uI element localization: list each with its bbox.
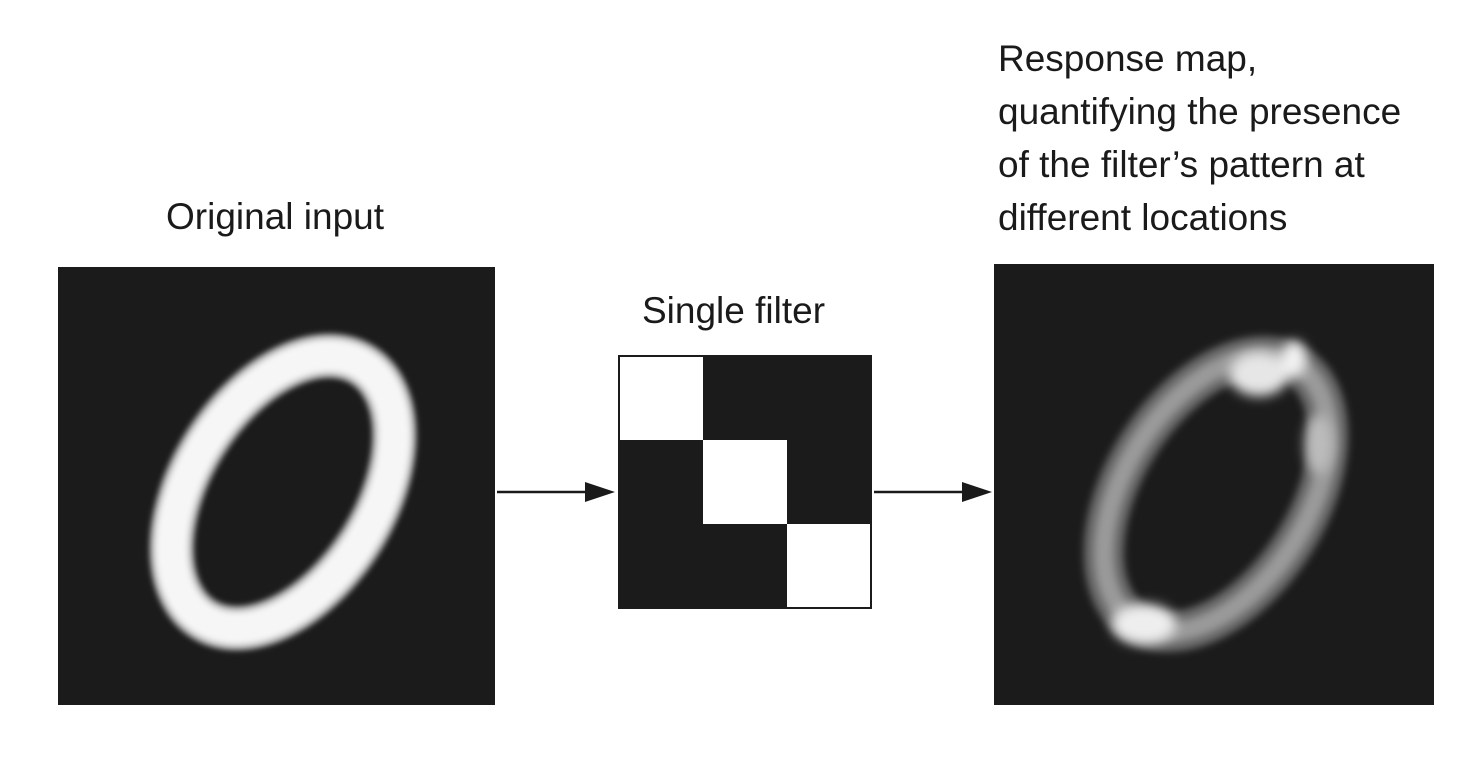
- filter-cell-2-2: [786, 523, 870, 607]
- original-input-label: Original input: [166, 196, 385, 237]
- filter-cell-2-1: [703, 523, 787, 607]
- filter-cell-0-0: [620, 357, 704, 441]
- response-map-label: Response map, quantifying the presence o…: [998, 32, 1401, 244]
- single-filter-label: Single filter: [642, 290, 826, 331]
- filter-cell-1-1: [703, 440, 787, 524]
- response-label-line-2: quantifying the presence: [998, 91, 1402, 132]
- original-input-image: [58, 267, 495, 705]
- response-label-line-3: of the filter’s pattern at: [998, 144, 1365, 185]
- arrow-filter-to-response: [874, 482, 992, 502]
- response-label-line-1: Response map,: [998, 38, 1258, 79]
- filter-grid: [618, 355, 872, 609]
- filter-cell-1-2: [786, 440, 870, 524]
- filter-cell-2-0: [620, 523, 704, 607]
- arrow-input-to-filter: [497, 482, 615, 502]
- filter-cell-0-1: [703, 357, 787, 441]
- response-label-line-4: different locations: [998, 197, 1288, 238]
- response-ring-image: [1083, 336, 1349, 652]
- filter-cell-1-0: [620, 440, 704, 524]
- digit-zero-image: [149, 333, 417, 651]
- response-map-image: [994, 264, 1434, 705]
- filter-cell-0-2: [786, 357, 870, 441]
